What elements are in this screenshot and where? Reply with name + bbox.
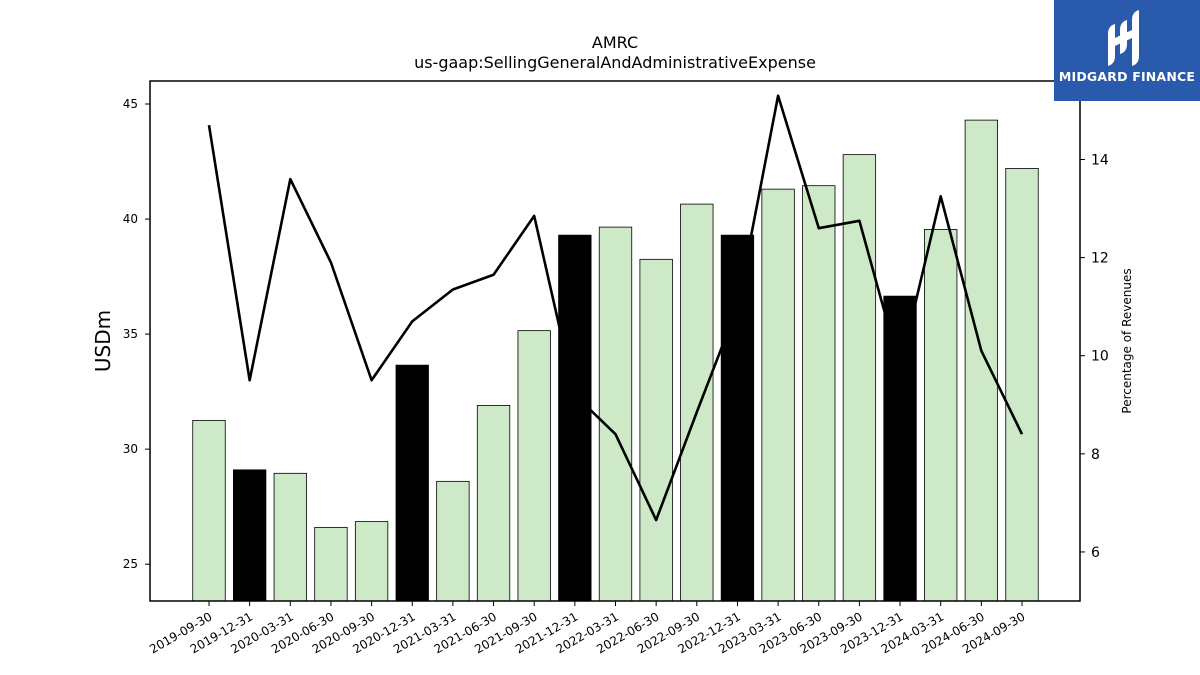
y2-tick-label: 8: [1091, 447, 1100, 463]
bar-2024-09-30: [1005, 168, 1039, 602]
y-tick-label: 30: [123, 442, 138, 456]
y2-tick-label: 14: [1091, 152, 1109, 168]
bar-2021-06-30: [476, 405, 511, 602]
bar-2021-12-31: [558, 234, 592, 602]
bar-2020-12-31: [395, 364, 429, 602]
bar-2019-12-31: [232, 469, 267, 602]
bar-2022-03-31: [598, 226, 633, 602]
bar-2021-09-30: [517, 330, 551, 602]
bar-2024-03-31: [924, 229, 958, 602]
line-layer: [207, 94, 1024, 522]
bar-2023-12-31: [883, 295, 917, 602]
y2-tick-label: 6: [1091, 545, 1100, 561]
y2-tick-label: 10: [1091, 349, 1109, 365]
bar-2023-06-30: [802, 185, 836, 602]
brand-name: MIDGARD FINANCE: [1058, 69, 1196, 84]
y-axis-label: USDm: [91, 310, 115, 372]
chart-subtitle: us-gaap:SellingGeneralAndAdministrativeE…: [414, 53, 816, 72]
y2-tick-label: 12: [1091, 251, 1109, 267]
bar-2023-09-30: [842, 154, 877, 602]
bar-2019-09-30: [192, 419, 226, 602]
bar-2023-03-31: [761, 188, 795, 602]
chart-title: AMRC: [592, 33, 638, 52]
brand-logo: MIDGARD FINANCE: [1054, 0, 1200, 101]
midgard-logo-icon: [1108, 10, 1139, 66]
y2-axis-label: Percentage of Revenues: [1120, 268, 1134, 413]
bar-layer: [192, 119, 1039, 602]
bar-2021-03-31: [436, 480, 470, 602]
y-tick-label: 40: [123, 212, 138, 226]
bar-2022-09-30: [680, 203, 714, 602]
percentage-line: [207, 94, 1024, 522]
bar-2020-03-31: [273, 472, 307, 602]
bar-2020-06-30: [314, 526, 348, 602]
y-tick-label: 25: [123, 557, 138, 571]
bar-2022-06-30: [639, 258, 673, 602]
y-tick-label: 35: [123, 327, 138, 341]
x-axis: 2019-09-302019-12-312020-03-312020-06-30…: [147, 601, 1028, 656]
y-axis-right: 6 8 10 12 14: [1080, 152, 1109, 561]
y-axis-left: 25 30 35 40 45: [123, 97, 150, 571]
bar-2020-09-30: [354, 521, 389, 602]
bar-2024-06-30: [964, 119, 998, 602]
bar-2022-12-31: [720, 234, 755, 602]
y-tick-label: 45: [123, 97, 138, 111]
